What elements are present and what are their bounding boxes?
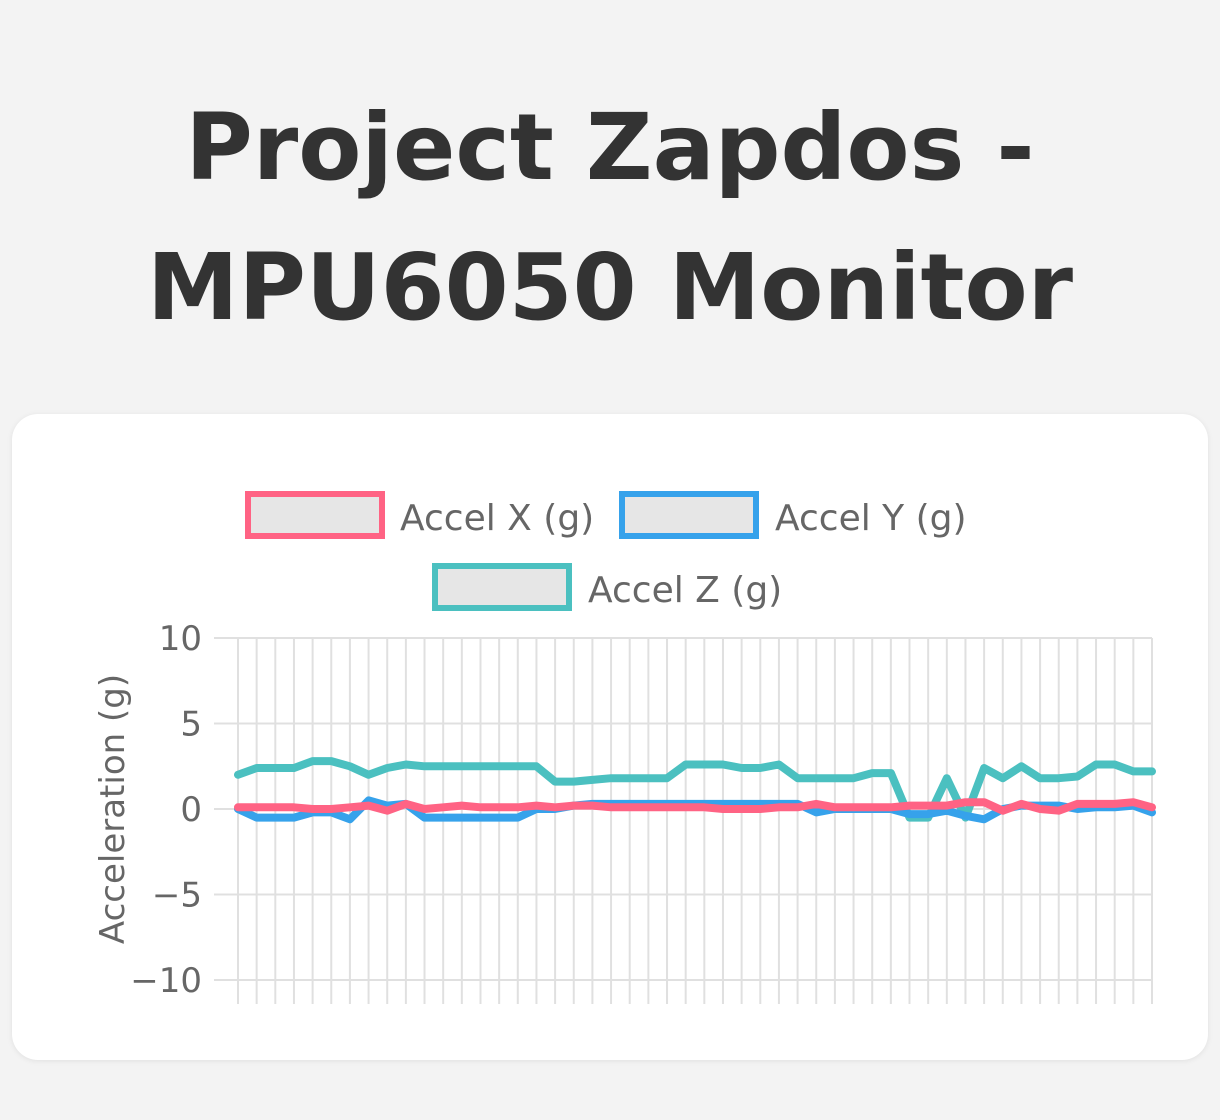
- y-tick-label: 5: [180, 705, 202, 745]
- y-axis-title: Acceleration (g): [93, 674, 133, 944]
- series-lines: [234, 757, 1156, 824]
- y-axis-ticks: 10 5 0 −5 −10: [130, 619, 202, 1001]
- page-title-line-1: Project Zapdos -: [185, 94, 1035, 201]
- page-title: Project Zapdos - MPU6050 Monitor: [0, 78, 1220, 358]
- legend-label-accel-y: Accel Y (g): [775, 498, 967, 539]
- y-tick-label: −10: [130, 961, 202, 1001]
- y-tick-label: −5: [152, 876, 202, 916]
- chart-card: 10 5 0 −5 −10 Accel X (g) Accel Y (g) Accel Z …: [12, 414, 1208, 1060]
- acceleration-line-chart: 10 5 0 −5 −10 Accel X (g) Accel Y (g) Accel Z …: [93, 491, 1156, 1004]
- series-line-accel-x: [234, 798, 1156, 815]
- legend-label-accel-z: Accel Z (g): [588, 570, 782, 611]
- y-tick-label: 10: [159, 619, 202, 659]
- legend-swatch-accel-y: [619, 491, 759, 539]
- legend-swatch-accel-z: [432, 563, 572, 611]
- grid: [214, 637, 1153, 1004]
- series-line-accel-z: [234, 757, 1156, 822]
- legend: Accel X (g) Accel Y (g) Accel Z (g): [245, 491, 967, 611]
- legend-label-accel-x: Accel X (g): [400, 498, 594, 539]
- y-tick-label: 0: [180, 790, 202, 830]
- page-title-line-2: MPU6050 Monitor: [146, 234, 1074, 341]
- legend-swatch-accel-x: [245, 491, 385, 539]
